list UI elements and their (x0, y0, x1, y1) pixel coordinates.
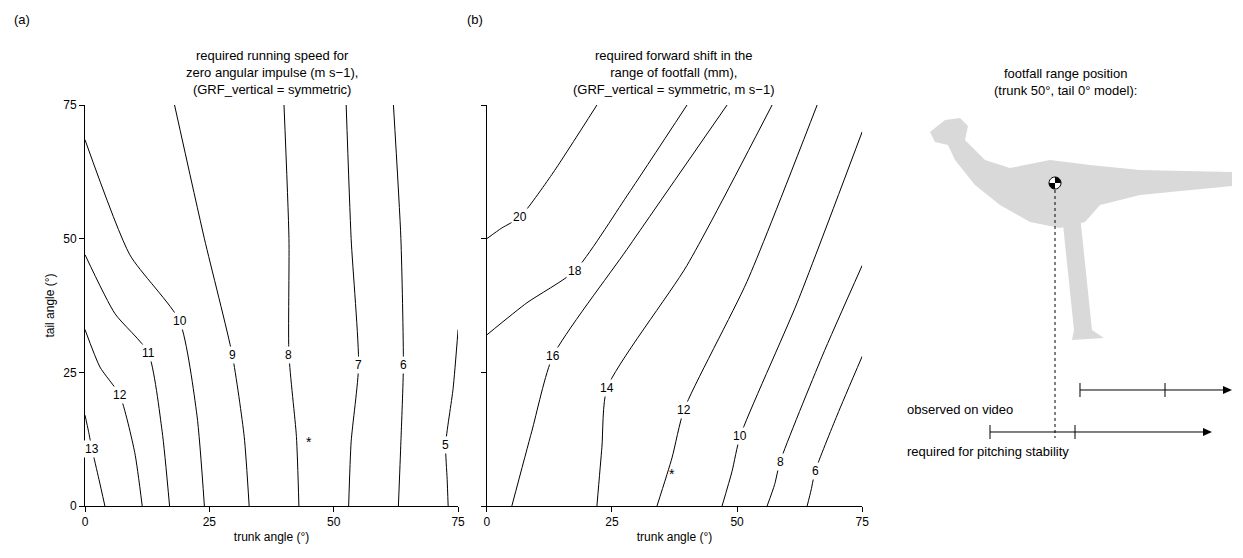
svg-text:20: 20 (513, 210, 527, 224)
svg-text:required for pitching stabilit: required for pitching stability (907, 444, 1069, 459)
svg-text:(a): (a) (14, 12, 30, 27)
svg-text:75: 75 (451, 515, 465, 529)
svg-text:trunk angle (°): trunk angle (°) (234, 530, 310, 544)
svg-text:12: 12 (677, 403, 691, 417)
svg-text:observed on video: observed on video (907, 402, 1013, 417)
svg-text:75: 75 (63, 98, 77, 112)
svg-text:0: 0 (70, 499, 77, 513)
svg-text:16: 16 (546, 349, 560, 363)
svg-text:8: 8 (285, 348, 292, 362)
svg-text:25: 25 (605, 515, 619, 529)
svg-text:6: 6 (400, 358, 407, 372)
svg-text:trunk angle (°): trunk angle (°) (637, 530, 713, 544)
svg-text:11: 11 (142, 346, 155, 360)
svg-text:7: 7 (355, 358, 362, 372)
svg-text:*: * (306, 434, 312, 450)
svg-text:14: 14 (600, 381, 614, 395)
svg-text:25: 25 (203, 515, 217, 529)
svg-text:10: 10 (173, 314, 187, 328)
svg-text:10: 10 (733, 429, 747, 443)
svg-text:6: 6 (812, 464, 819, 478)
svg-text:18: 18 (568, 264, 582, 278)
svg-text:8: 8 (777, 455, 784, 469)
svg-text:12: 12 (113, 388, 127, 402)
svg-text:required forward shift in ther: required forward shift in therange of fo… (573, 48, 775, 97)
svg-text:0: 0 (82, 515, 89, 529)
svg-text:tail angle (°): tail angle (°) (43, 273, 57, 337)
svg-text:*: * (669, 466, 675, 482)
svg-text:50: 50 (730, 515, 744, 529)
svg-text:50: 50 (327, 515, 341, 529)
svg-text:75: 75 (856, 515, 870, 529)
svg-text:50: 50 (63, 232, 77, 246)
svg-text:(b): (b) (467, 12, 483, 27)
svg-text:5: 5 (442, 438, 449, 452)
svg-text:13: 13 (85, 442, 99, 456)
svg-text:footfall range position(trunk: footfall range position(trunk 50°, tail … (994, 66, 1137, 98)
svg-text:25: 25 (63, 366, 77, 380)
svg-text:required running speed forzero: required running speed forzero angular i… (186, 48, 358, 97)
svg-text:9: 9 (229, 348, 236, 362)
svg-text:0: 0 (483, 515, 490, 529)
